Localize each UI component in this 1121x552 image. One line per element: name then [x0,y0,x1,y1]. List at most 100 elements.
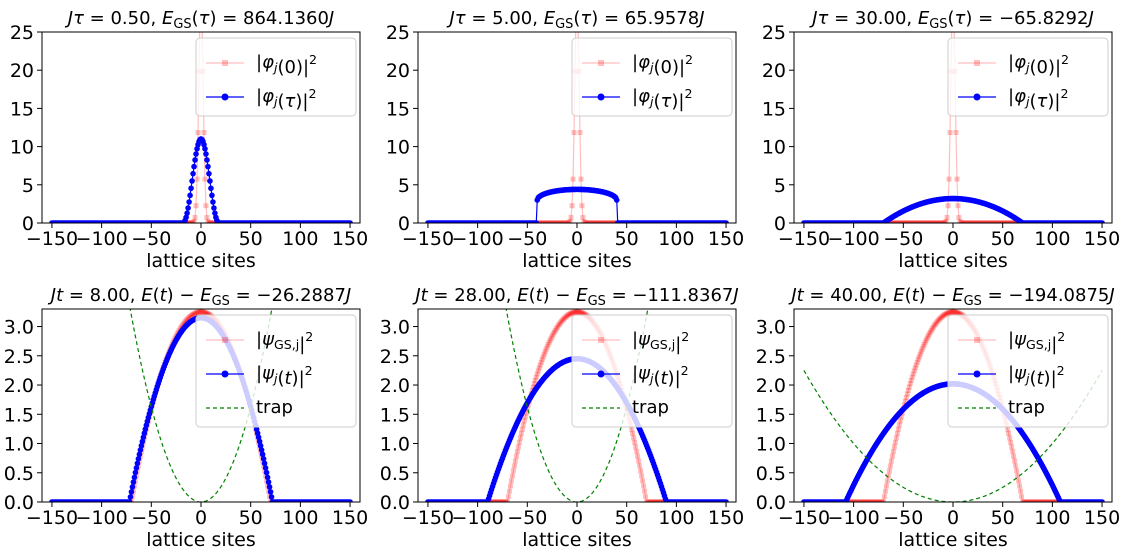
data-point [950,309,956,315]
data-point [542,349,548,355]
data-point [603,220,609,223]
data-point [979,220,985,223]
chart-title: Jt = 28.00, E(t) − EGS​ = −111.8367J [412,285,738,309]
data-point [606,220,612,223]
legend-entry-3: trap [206,397,293,418]
data-point [867,499,873,502]
data-point [555,220,561,223]
data-point [611,220,617,223]
data-point [653,499,659,502]
legend-marker [222,60,228,66]
data-point [629,426,635,432]
data-point [584,220,590,223]
data-point [188,185,194,192]
x-tick-label: 0 [947,507,959,529]
chart-title: Jt = 40.00, E(t) − EGS​ = −194.0875J [788,285,1114,309]
data-point [1028,499,1034,502]
data-point [198,309,204,315]
data-point [905,387,911,393]
data-point [536,220,542,223]
data-point [893,435,899,441]
data-point [539,220,545,223]
data-point [975,220,981,223]
y-tick-label: 1.5 [380,404,410,426]
data-point [498,499,504,502]
data-point [647,499,653,502]
x-tick-label: −150 [26,228,78,250]
data-point [1036,499,1042,502]
data-point [564,220,570,223]
y-tick-label: 20 [386,60,410,82]
data-point [944,310,950,316]
data-point [941,220,947,223]
data-point [571,130,577,136]
data-point [1004,220,1010,223]
data-point [848,499,854,502]
legend-entry-3: trap [582,397,669,418]
data-point [1021,499,1027,502]
data-point [126,499,133,502]
data-point [892,439,898,445]
y-tick-label: 0.0 [380,492,410,514]
data-point [594,220,600,223]
data-point [891,444,897,450]
data-point [189,220,195,223]
y-tick-label: 2.0 [380,375,410,397]
data-point [582,311,588,317]
data-point [1012,458,1018,464]
data-point [565,312,571,318]
data-point [204,310,210,316]
data-point [565,220,571,223]
data-point [1011,220,1017,223]
data-point [1042,499,1048,502]
data-point [1010,220,1016,223]
data-point [540,220,546,223]
legend-entry-2: |φj(τ)|2 [206,86,316,112]
data-point [189,312,195,318]
data-point [855,499,861,502]
data-point [896,220,902,223]
x-tick-label: 150 [1084,507,1120,529]
data-point [1001,220,1007,223]
x-axis-label: lattice sites [522,250,632,272]
data-point [976,220,982,223]
legend-label: |ψGS,j|2 [632,329,689,356]
y-tick-label: 15 [386,98,410,120]
data-point [649,499,655,502]
data-point [930,324,936,330]
data-point [566,220,572,223]
legend-label: |ψj(t)|2 [1008,363,1065,390]
data-point [184,210,190,216]
data-point [641,483,647,489]
y-tick-label: 25 [762,22,786,44]
x-tick-label: −150 [26,507,78,529]
data-point [858,499,864,502]
data-point [946,310,952,316]
data-point [970,220,976,223]
y-tick-label: 1.0 [4,434,34,456]
x-tick-label: 0 [947,228,959,250]
data-point [909,220,915,223]
data-point [544,344,550,350]
y-tick-label: 2.0 [756,375,786,397]
x-tick-label: 50 [991,228,1015,250]
data-point [553,326,559,332]
legend-label: |ψGS,j|2 [256,329,313,356]
data-point [995,220,1001,223]
data-point [968,220,974,223]
data-point [185,220,191,223]
data-point [546,339,552,345]
legend: |ψGS,j|2 |ψj(t)|2 trap [195,314,357,428]
data-point [937,315,943,321]
x-tick-label: −150 [778,507,830,529]
data-point [557,320,563,326]
x-tick-label: −100 [452,507,504,529]
data-point [884,478,890,484]
data-point [546,220,552,223]
data-point [209,192,215,199]
data-point [268,494,275,500]
data-point [1051,499,1057,502]
chart-title: Jτ = 0.50, EGS​(τ) = 864.1360J [65,8,334,32]
data-point [938,315,944,321]
data-point [958,311,964,317]
